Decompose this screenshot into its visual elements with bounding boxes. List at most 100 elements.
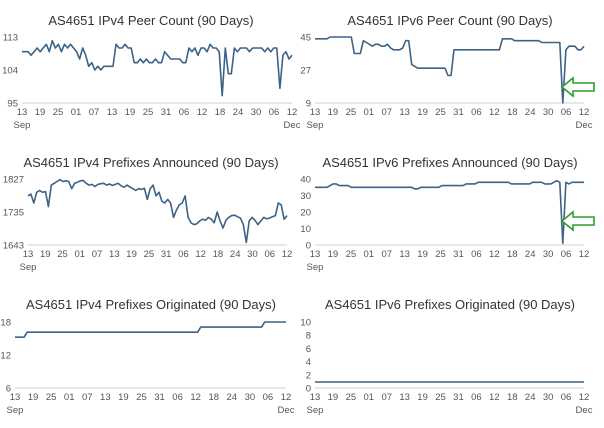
ipv4-prefixes-announced-y-tick-label: 1827: [3, 175, 24, 186]
ipv6-prefixes-announced-x-tick-label: 01: [364, 249, 375, 260]
ipv6-prefixes-originated-x-tick-label: 18: [507, 392, 518, 403]
ipv4-prefixes-originated-x-tick-label: 06: [172, 392, 183, 403]
ipv4-peer-count-x-tick-label: 24: [233, 107, 244, 118]
ipv6-prefixes-announced-x-tick-label: 07: [381, 249, 392, 260]
ipv4-prefixes-announced-x-tick-label: 19: [126, 249, 137, 260]
ipv6-prefixes-originated-y-tick-label: 8: [306, 331, 311, 342]
ipv6-prefixes-announced-y-tick-label: 30: [300, 191, 311, 202]
ipv4-prefixes-originated-y-tick-label: 12: [0, 351, 11, 362]
chart-title-ipv4-prefixes-announced: AS4651 IPv4 Prefixes Announced (90 Days): [23, 155, 279, 170]
ipv6-peer-count-x-tick-label: 25: [435, 107, 446, 118]
ipv6-prefixes-originated-x-tick-label: 30: [543, 392, 554, 403]
ipv4-prefixes-originated-x-tick-label: 12: [190, 392, 201, 403]
ipv4-peer-count-x-tick-label: 19: [125, 107, 136, 118]
ipv6-prefixes-announced-x-tick-label: 12: [489, 249, 500, 260]
ipv4-peer-count-x-tick-label: 13: [107, 107, 118, 118]
ipv6-prefixes-announced-y-tick-label: 20: [300, 208, 311, 219]
ipv6-prefixes-originated-y-tick-label: 4: [306, 357, 311, 368]
ipv6-prefixes-originated-y-tick-label: 0: [306, 384, 311, 395]
ipv6-peer-count-x-tick-label: 19: [328, 107, 339, 118]
ipv6-peer-count-x-month-start: Sep: [307, 120, 324, 131]
ipv4-prefixes-originated-series-line: [15, 321, 286, 339]
dip-annotation-arrow-icon: [560, 76, 595, 98]
ipv6-prefixes-announced-x-tick-label: 12: [579, 249, 590, 260]
ipv4-prefixes-announced-y-tick-label: 1643: [3, 241, 24, 252]
dip-annotation-arrow-icon: [560, 210, 595, 232]
ipv4-prefixes-originated-x-month-start: Sep: [7, 405, 24, 416]
ipv6-prefixes-announced-x-tick-label: 19: [328, 249, 339, 260]
ipv6-prefixes-announced-x-tick-label: 06: [471, 249, 482, 260]
ipv6-prefixes-originated-x-tick-label: 19: [328, 392, 339, 403]
ipv4-peer-count-x-tick-label: 18: [215, 107, 226, 118]
ipv6-peer-count-x-tick-label: 25: [346, 107, 357, 118]
ipv6-prefixes-announced-x-tick-label: 25: [346, 249, 357, 260]
chart-title-ipv4-prefixes-originated: AS4651 IPv4 Prefixes Originated (90 Days…: [25, 297, 276, 312]
ipv4-prefixes-announced-x-tick-label: 18: [213, 249, 224, 260]
ipv4-prefixes-originated-x-tick-label: 25: [46, 392, 57, 403]
ipv4-peer-count-x-tick-label: 31: [161, 107, 172, 118]
ipv4-prefixes-originated-y-tick-label: 6: [6, 384, 11, 395]
ipv4-prefixes-announced-x-tick-label: 07: [92, 249, 103, 260]
ipv4-prefixes-announced-x-tick-label: 12: [282, 249, 293, 260]
ipv4-prefixes-originated-x-tick-label: 19: [118, 392, 129, 403]
ipv6-peer-count-x-tick-label: 12: [579, 107, 590, 118]
ipv4-prefixes-announced-x-tick-label: 25: [57, 249, 68, 260]
ipv4-peer-count-x-tick-label: 06: [179, 107, 190, 118]
ipv4-prefixes-originated-y-tick-label: 18: [0, 318, 11, 329]
ipv4-prefixes-announced-series-line: [27, 178, 288, 244]
ipv4-prefixes-announced-x-month-start: Sep: [20, 262, 37, 273]
chart-title-ipv4-peer-count: AS4651 IPv4 Peer Count (90 Days): [48, 13, 254, 28]
ipv6-peer-count-x-tick-label: 07: [381, 107, 392, 118]
ipv6-prefixes-originated-x-tick-label: 25: [435, 392, 446, 403]
ipv6-prefixes-originated-x-tick-label: 13: [310, 392, 321, 403]
ipv6-prefixes-announced-x-tick-label: 25: [435, 249, 446, 260]
ipv4-prefixes-originated-x-tick-label: 07: [82, 392, 93, 403]
ipv6-prefixes-originated-x-tick-label: 31: [453, 392, 464, 403]
ipv4-prefixes-announced-x-tick-label: 19: [40, 249, 51, 260]
ipv4-prefixes-originated-x-tick-label: 25: [136, 392, 147, 403]
ipv6-prefixes-originated-y-tick-label: 2: [306, 370, 311, 381]
ipv4-prefixes-announced-x-tick-label: 13: [23, 249, 34, 260]
ipv6-peer-count-x-tick-label: 31: [453, 107, 464, 118]
ipv4-prefixes-announced-x-tick-label: 13: [109, 249, 120, 260]
ipv4-peer-count-x-tick-label: 06: [269, 107, 280, 118]
ipv4-prefixes-announced-y-tick-label: 1735: [3, 208, 24, 219]
ipv4-peer-count-x-tick-label: 25: [53, 107, 64, 118]
ipv6-prefixes-announced-x-month-start: Sep: [307, 262, 324, 273]
ipv6-prefixes-originated-x-tick-label: 24: [525, 392, 536, 403]
ipv6-prefixes-originated-x-tick-label: 06: [561, 392, 572, 403]
ipv4-prefixes-announced-x-tick-label: 30: [247, 249, 258, 260]
ipv4-prefixes-announced-x-tick-label: 01: [75, 249, 86, 260]
ipv6-prefixes-announced-x-tick-label: 19: [417, 249, 428, 260]
chart-title-ipv6-prefixes-originated: AS4651 IPv6 Prefixes Originated (90 Days…: [324, 297, 575, 312]
ipv6-peer-count-x-tick-label: 19: [417, 107, 428, 118]
ipv4-prefixes-announced-x-tick-label: 24: [230, 249, 241, 260]
ipv6-prefixes-announced-x-tick-label: 13: [399, 249, 410, 260]
ipv6-peer-count-x-tick-label: 06: [561, 107, 572, 118]
ipv6-prefixes-announced-y-tick-label: 10: [300, 224, 311, 235]
ipv4-peer-count-x-tick-label: 07: [89, 107, 100, 118]
ipv4-prefixes-announced-x-tick-label: 06: [178, 249, 189, 260]
ipv6-peer-count-series-line: [315, 36, 585, 104]
ipv6-peer-count-x-tick-label: 06: [471, 107, 482, 118]
ipv6-prefixes-originated-y-tick-label: 10: [300, 318, 311, 329]
ipv6-prefixes-announced-x-tick-label: 30: [543, 249, 554, 260]
ipv4-prefixes-originated-x-tick-label: 13: [10, 392, 21, 403]
ipv6-peer-count-x-tick-label: 13: [310, 107, 321, 118]
ipv4-peer-count-x-tick-label: 30: [251, 107, 262, 118]
ipv6-peer-count-x-tick-label: 30: [543, 107, 554, 118]
ipv6-prefixes-originated-x-tick-label: 07: [381, 392, 392, 403]
ipv4-peer-count-x-tick-label: 13: [17, 107, 28, 118]
ipv4-peer-count-x-month-end: Dec: [284, 120, 301, 131]
ipv6-peer-count-x-tick-label: 12: [489, 107, 500, 118]
ipv4-peer-count-x-tick-label: 12: [287, 107, 298, 118]
ipv6-prefixes-originated-x-tick-label: 06: [471, 392, 482, 403]
chart-title-ipv6-prefixes-announced: AS4651 IPv6 Prefixes Announced (90 Days): [322, 155, 578, 170]
ipv6-peer-count-x-month-end: Dec: [576, 120, 593, 131]
ipv4-peer-count-y-tick-label: 95: [7, 99, 18, 110]
ipv4-prefixes-originated-x-tick-label: 18: [208, 392, 219, 403]
ipv6-prefixes-originated-x-tick-label: 01: [364, 392, 375, 403]
ipv6-peer-count-x-tick-label: 18: [507, 107, 518, 118]
